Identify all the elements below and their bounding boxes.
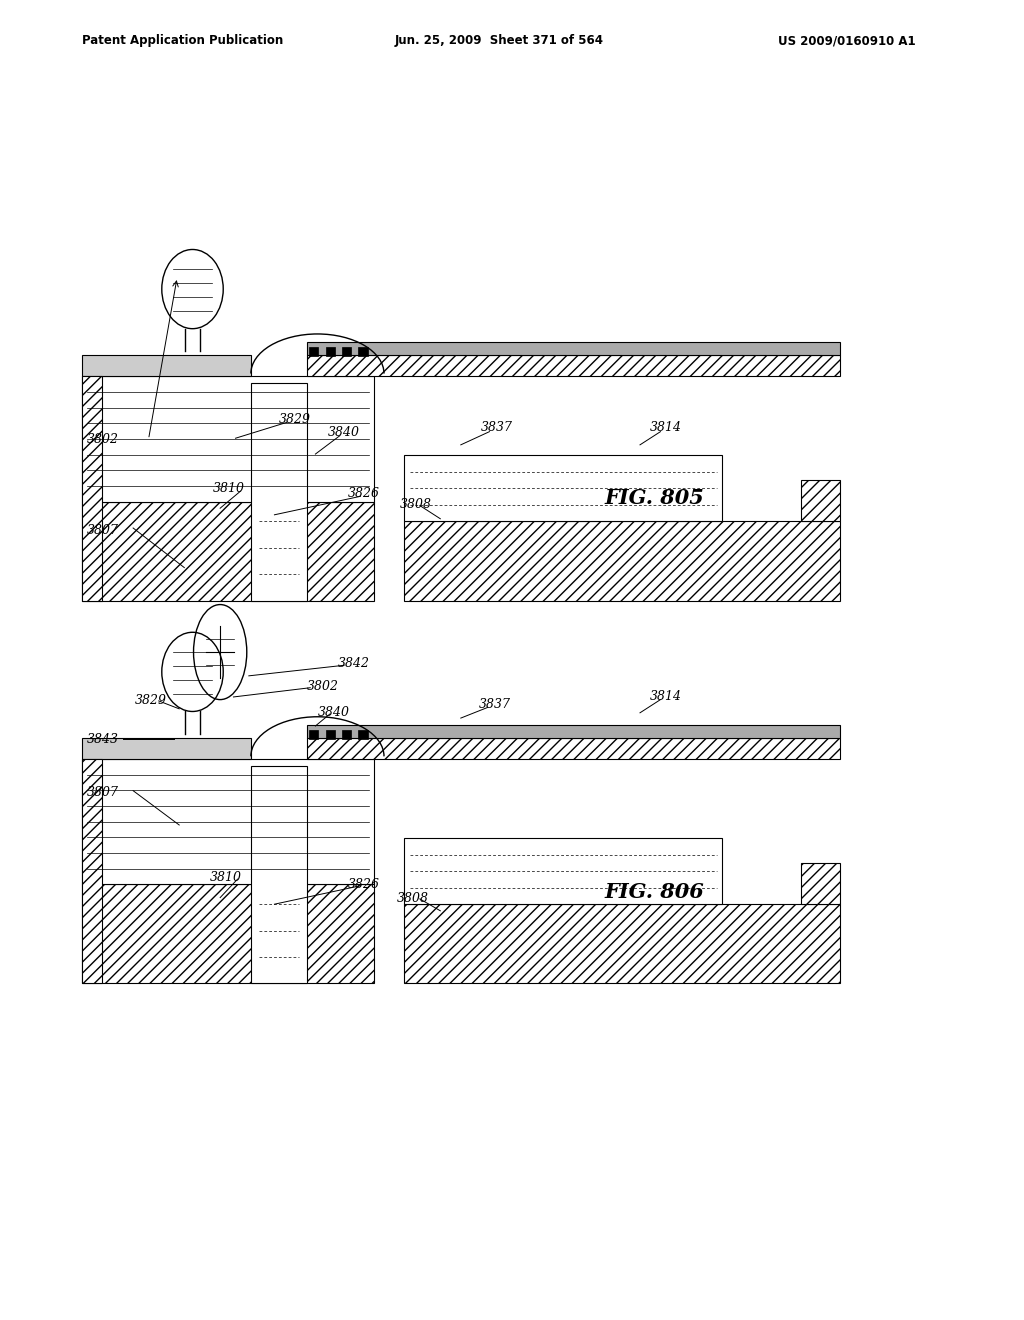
Text: 3802: 3802 bbox=[87, 433, 119, 446]
Bar bbox=[358, 347, 368, 356]
Bar bbox=[82, 738, 251, 759]
Text: 3802: 3802 bbox=[307, 680, 339, 693]
Text: 3840: 3840 bbox=[317, 706, 349, 719]
Bar bbox=[82, 502, 374, 601]
Bar bbox=[404, 904, 840, 983]
Bar bbox=[404, 521, 840, 601]
Text: 3829: 3829 bbox=[135, 694, 167, 708]
Bar bbox=[326, 730, 335, 739]
Bar bbox=[801, 480, 840, 521]
Text: 3810: 3810 bbox=[210, 871, 242, 884]
Text: FIG. 806: FIG. 806 bbox=[604, 882, 703, 902]
Bar bbox=[251, 383, 307, 601]
Text: 3826: 3826 bbox=[348, 878, 380, 891]
Bar bbox=[404, 455, 722, 521]
Bar bbox=[82, 884, 374, 983]
Text: 3814: 3814 bbox=[650, 690, 682, 704]
Bar bbox=[307, 355, 840, 376]
Text: Jun. 25, 2009  Sheet 371 of 564: Jun. 25, 2009 Sheet 371 of 564 bbox=[394, 34, 603, 48]
Text: Patent Application Publication: Patent Application Publication bbox=[82, 34, 284, 48]
Bar bbox=[309, 347, 318, 356]
Bar bbox=[342, 347, 351, 356]
Text: 3843: 3843 bbox=[87, 733, 119, 746]
Bar bbox=[801, 863, 840, 904]
Bar bbox=[82, 376, 102, 601]
Text: 3810: 3810 bbox=[213, 482, 245, 495]
Bar bbox=[309, 730, 318, 739]
Text: 3842: 3842 bbox=[338, 657, 370, 671]
Text: US 2009/0160910 A1: US 2009/0160910 A1 bbox=[778, 34, 915, 48]
Text: 3807: 3807 bbox=[87, 524, 119, 537]
Bar bbox=[82, 376, 374, 502]
Text: FIG. 805: FIG. 805 bbox=[604, 488, 703, 508]
Bar bbox=[251, 766, 307, 983]
Text: 3808: 3808 bbox=[397, 892, 429, 906]
Text: 3808: 3808 bbox=[399, 498, 431, 511]
Bar bbox=[307, 725, 840, 738]
Text: 3826: 3826 bbox=[348, 487, 380, 500]
Bar bbox=[82, 759, 102, 983]
Bar bbox=[342, 730, 351, 739]
Bar bbox=[358, 730, 368, 739]
Text: 3837: 3837 bbox=[481, 421, 513, 434]
Bar bbox=[307, 342, 840, 355]
Text: 3829: 3829 bbox=[279, 413, 310, 426]
Text: 3814: 3814 bbox=[650, 421, 682, 434]
Bar bbox=[82, 355, 251, 376]
Text: 3837: 3837 bbox=[479, 698, 511, 711]
Bar bbox=[307, 738, 840, 759]
Bar bbox=[82, 759, 374, 884]
Bar bbox=[404, 838, 722, 904]
Bar bbox=[326, 347, 335, 356]
Text: 3840: 3840 bbox=[328, 426, 359, 440]
Text: 3807: 3807 bbox=[87, 785, 119, 799]
